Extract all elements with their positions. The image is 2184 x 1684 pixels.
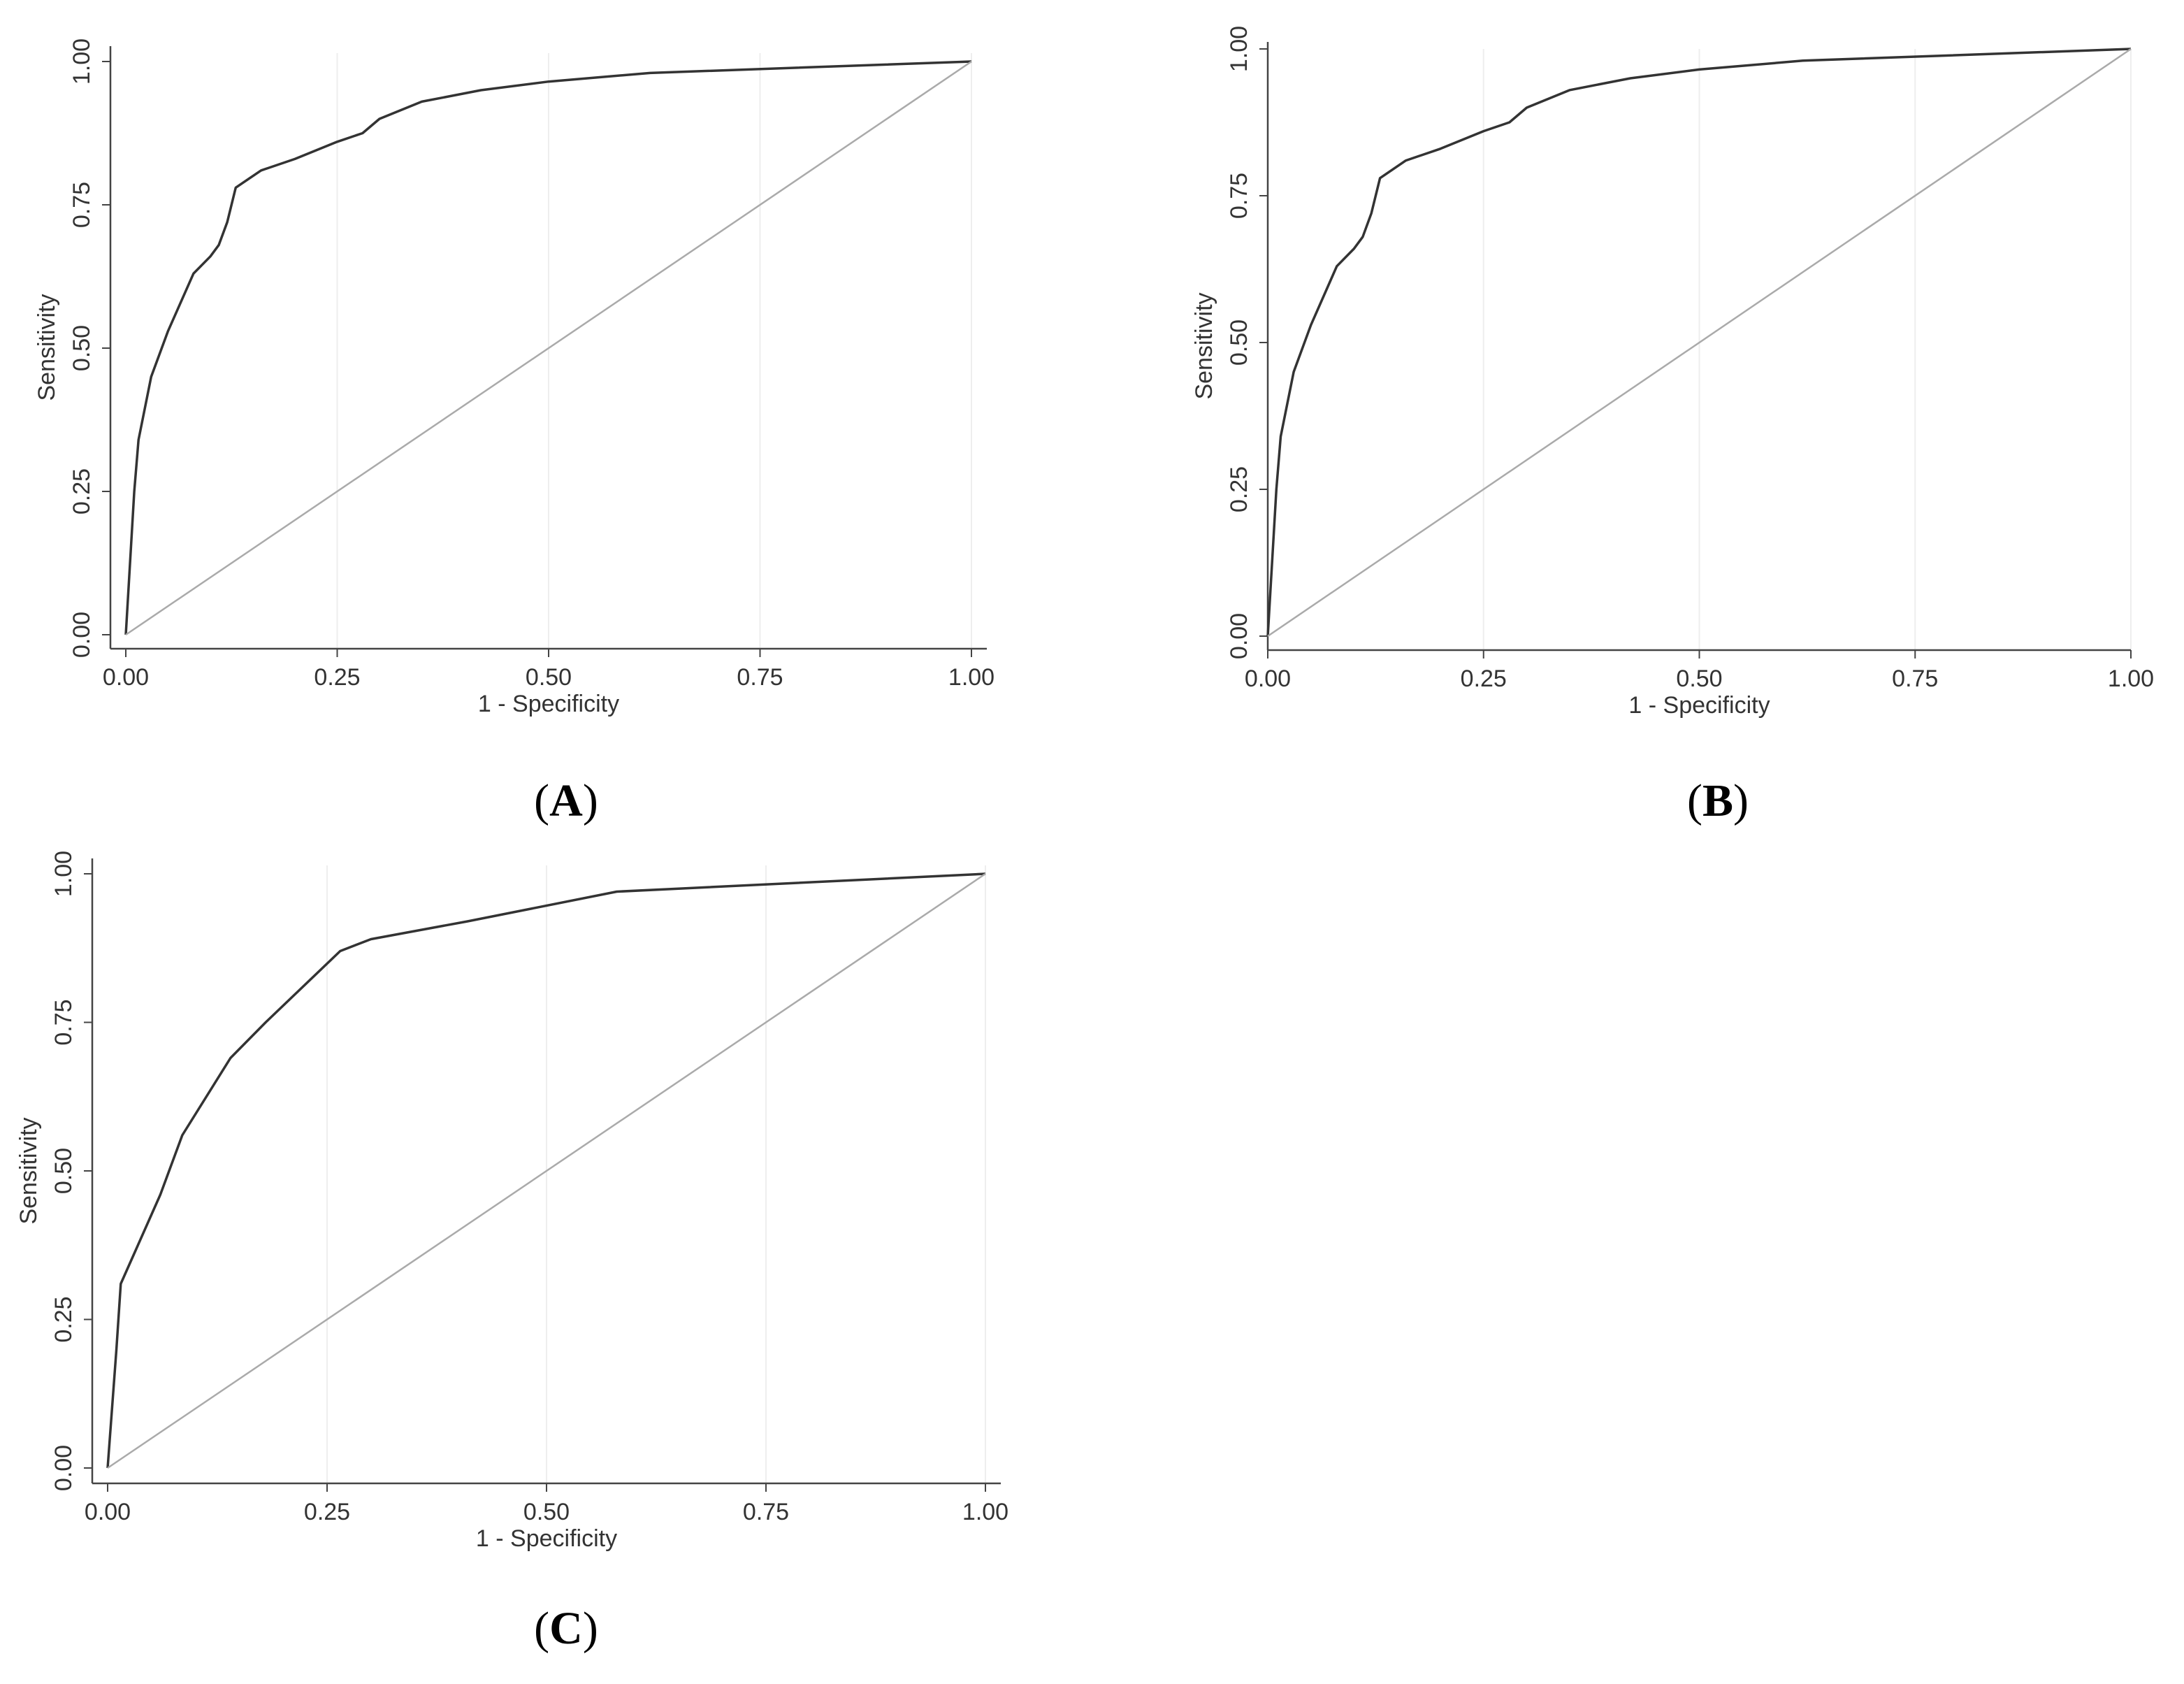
y-tick-label: 0.25	[1226, 466, 1252, 512]
roc-chart-b: 0.00 0.25 0.50 0.75 1.00 0.00 0.25 0.50 0.75 1.00…	[1191, 26, 2154, 719]
y-tick-label: 1.00	[50, 851, 77, 897]
y-axis-title: Sensitivity	[15, 1117, 42, 1224]
y-tick-label: 1.00	[1226, 26, 1252, 72]
x-tick-label: 1.00	[2108, 665, 2154, 692]
x-tick-label: 0.25	[304, 1499, 350, 1525]
y-tick-label: 0.50	[1226, 319, 1252, 366]
roc-curve-line	[124, 60, 972, 635]
panel-caption-c: (C)	[534, 1603, 598, 1654]
x-tick-label: 0.75	[743, 1499, 789, 1525]
roc-chart-a: 0.00 0.25 0.50 0.75 1.00 0.00 0.25 0.50 0.75 1.00…	[34, 38, 995, 717]
x-tick-label: 0.50	[1676, 665, 1722, 692]
x-tick-label: 1.00	[962, 1499, 1008, 1525]
x-tick-label: 0.25	[314, 664, 360, 691]
reference-diagonal-line	[1267, 48, 2132, 638]
y-tick-label: 0.25	[68, 468, 95, 514]
roc-panel-c: 0.00 0.25 0.50 0.75 1.00 0.00 0.25 0.50 0.75 1.00…	[0, 839, 1034, 1594]
y-tick-label: 0.50	[68, 325, 95, 371]
y-tick-label: 0.50	[50, 1148, 77, 1194]
roc-panel-a: 0.00 0.25 0.50 0.75 1.00 0.00 0.25 0.50 0.75 1.00…	[0, 0, 1034, 755]
panel-caption-a: (A)	[534, 775, 598, 826]
x-tick-label: 1.00	[948, 664, 995, 691]
x-tick-label: 0.00	[85, 1499, 131, 1525]
x-axis-title: 1 - Specificity	[1628, 692, 1770, 719]
x-tick-label: 0.75	[737, 664, 783, 691]
y-tick-label: 0.25	[50, 1296, 77, 1342]
x-tick-label: 0.50	[523, 1499, 570, 1525]
roc-curve-line	[106, 872, 986, 1469]
y-axis-title: Sensitivity	[1191, 292, 1217, 399]
reference-diagonal-line	[107, 872, 986, 1469]
x-tick-label: 0.50	[526, 664, 572, 691]
y-tick-label: 1.00	[68, 38, 95, 85]
panel-caption-c-letter: C	[549, 1603, 583, 1654]
x-tick-label: 0.00	[103, 664, 149, 691]
roc-curve-line	[1266, 48, 2132, 637]
y-tick-label: 0.75	[1226, 173, 1252, 219]
y-tick-label: 0.00	[68, 612, 95, 658]
x-tick-label: 0.75	[1892, 665, 1938, 692]
roc-chart-c: 0.00 0.25 0.50 0.75 1.00 0.00 0.25 0.50 0.75 1.00…	[15, 851, 1008, 1552]
x-axis-title: 1 - Specificity	[478, 691, 619, 717]
x-tick-label: 0.00	[1245, 665, 1291, 692]
reference-diagonal-line	[125, 60, 972, 636]
y-tick-label: 0.00	[1226, 613, 1252, 659]
y-tick-label: 0.75	[68, 182, 95, 228]
panel-caption-a-letter: A	[549, 775, 583, 826]
x-axis-title: 1 - Specificity	[476, 1525, 617, 1552]
x-tick-label: 0.25	[1461, 665, 1507, 692]
panel-caption-b: (B)	[1687, 775, 1749, 826]
panel-caption-b-letter: B	[1702, 775, 1734, 826]
roc-panel-b: 0.00 0.25 0.50 0.75 1.00 0.00 0.25 0.50 0.75 1.00…	[1146, 0, 2184, 755]
y-axis-title: Sensitivity	[34, 294, 60, 401]
y-tick-label: 0.00	[50, 1445, 77, 1491]
y-tick-label: 0.75	[50, 999, 77, 1045]
